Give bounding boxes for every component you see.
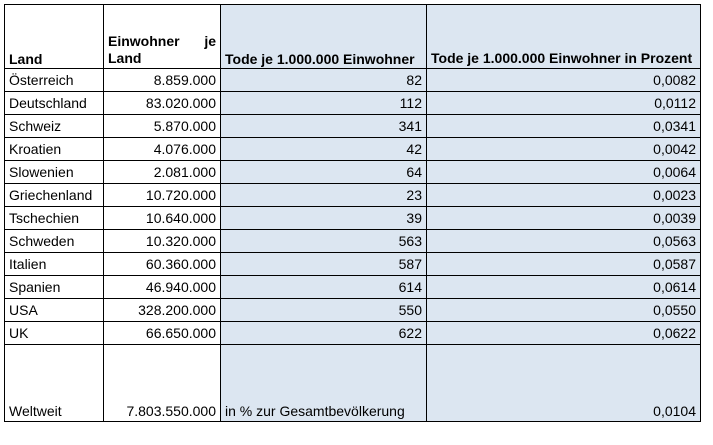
- table-row: Tschechien 10.640.000 39 0,0039: [4, 206, 701, 230]
- cell-tode[interactable]: 82: [220, 68, 427, 92]
- cell-land[interactable]: Spanien: [4, 275, 104, 299]
- table-row: Schweden 10.320.000 563 0,0563: [4, 229, 701, 253]
- cell-prozent[interactable]: 0,0104: [426, 344, 701, 422]
- header-tode[interactable]: Tode je 1.000.000 Einwohner: [220, 4, 427, 69]
- cell-land[interactable]: Schweden: [4, 229, 104, 253]
- cell-prozent[interactable]: 0,0112: [426, 91, 701, 115]
- table-row: Deutschland 83.020.000 112 0,0112: [4, 91, 701, 115]
- header-prozent[interactable]: Tode je 1.000.000 Einwohner in Prozent: [426, 4, 701, 69]
- cell-einwohner[interactable]: 2.081.000: [103, 160, 221, 184]
- header-row: Land Einwohner je Land Tode je 1.000.000…: [4, 4, 701, 69]
- cell-tode[interactable]: 341: [220, 114, 427, 138]
- cell-tode[interactable]: 42: [220, 137, 427, 161]
- cell-prozent[interactable]: 0,0550: [426, 298, 701, 322]
- cell-einwohner[interactable]: 328.200.000: [103, 298, 221, 322]
- cell-einwohner[interactable]: 10.720.000: [103, 183, 221, 207]
- cell-einwohner[interactable]: 5.870.000: [103, 114, 221, 138]
- table-row: UK 66.650.000 622 0,0622: [4, 321, 701, 345]
- world-total-row: Weltweit 7.803.550.000 in % zur Gesamtbe…: [4, 344, 701, 422]
- cell-einwohner[interactable]: 66.650.000: [103, 321, 221, 345]
- cell-land[interactable]: Tschechien: [4, 206, 104, 230]
- cell-prozent[interactable]: 0,0042: [426, 137, 701, 161]
- table-row: Griechenland 10.720.000 23 0,0023: [4, 183, 701, 207]
- cell-land[interactable]: Weltweit: [4, 344, 104, 422]
- table-row: Italien 60.360.000 587 0,0587: [4, 252, 701, 276]
- cell-einwohner[interactable]: 60.360.000: [103, 252, 221, 276]
- cell-tode[interactable]: 587: [220, 252, 427, 276]
- cell-prozent[interactable]: 0,0064: [426, 160, 701, 184]
- cell-prozent[interactable]: 0,0023: [426, 183, 701, 207]
- cell-land[interactable]: UK: [4, 321, 104, 345]
- cell-tode[interactable]: 23: [220, 183, 427, 207]
- table-row: USA 328.200.000 550 0,0550: [4, 298, 701, 322]
- cell-land[interactable]: Deutschland: [4, 91, 104, 115]
- table-row: Slowenien 2.081.000 64 0,0064: [4, 160, 701, 184]
- cell-land[interactable]: Kroatien: [4, 137, 104, 161]
- cell-land[interactable]: Österreich: [4, 68, 104, 92]
- cell-prozent[interactable]: 0,0341: [426, 114, 701, 138]
- cell-land[interactable]: USA: [4, 298, 104, 322]
- cell-einwohner[interactable]: 10.320.000: [103, 229, 221, 253]
- table-row: Spanien 46.940.000 614 0,0614: [4, 275, 701, 299]
- cell-einwohner[interactable]: 4.076.000: [103, 137, 221, 161]
- header-einwohner[interactable]: Einwohner je Land: [103, 4, 221, 69]
- table-row: Kroatien 4.076.000 42 0,0042: [4, 137, 701, 161]
- data-table: Land Einwohner je Land Tode je 1.000.000…: [4, 4, 701, 422]
- cell-tode-note[interactable]: in % zur Gesamtbevölkerung: [220, 344, 427, 422]
- cell-tode[interactable]: 614: [220, 275, 427, 299]
- cell-einwohner[interactable]: 10.640.000: [103, 206, 221, 230]
- header-land[interactable]: Land: [4, 4, 104, 69]
- table-row: Schweiz 5.870.000 341 0,0341: [4, 114, 701, 138]
- table-row: Österreich 8.859.000 82 0,0082: [4, 68, 701, 92]
- cell-prozent[interactable]: 0,0587: [426, 252, 701, 276]
- cell-land[interactable]: Griechenland: [4, 183, 104, 207]
- cell-tode[interactable]: 39: [220, 206, 427, 230]
- cell-tode[interactable]: 112: [220, 91, 427, 115]
- cell-land[interactable]: Schweiz: [4, 114, 104, 138]
- cell-einwohner[interactable]: 46.940.000: [103, 275, 221, 299]
- cell-einwohner[interactable]: 7.803.550.000: [103, 344, 221, 422]
- cell-land[interactable]: Italien: [4, 252, 104, 276]
- cell-tode[interactable]: 563: [220, 229, 427, 253]
- cell-tode[interactable]: 622: [220, 321, 427, 345]
- cell-prozent[interactable]: 0,0614: [426, 275, 701, 299]
- cell-einwohner[interactable]: 8.859.000: [103, 68, 221, 92]
- cell-prozent[interactable]: 0,0082: [426, 68, 701, 92]
- cell-prozent[interactable]: 0,0622: [426, 321, 701, 345]
- cell-land[interactable]: Slowenien: [4, 160, 104, 184]
- cell-tode[interactable]: 550: [220, 298, 427, 322]
- cell-prozent[interactable]: 0,0039: [426, 206, 701, 230]
- cell-prozent[interactable]: 0,0563: [426, 229, 701, 253]
- cell-einwohner[interactable]: 83.020.000: [103, 91, 221, 115]
- cell-tode[interactable]: 64: [220, 160, 427, 184]
